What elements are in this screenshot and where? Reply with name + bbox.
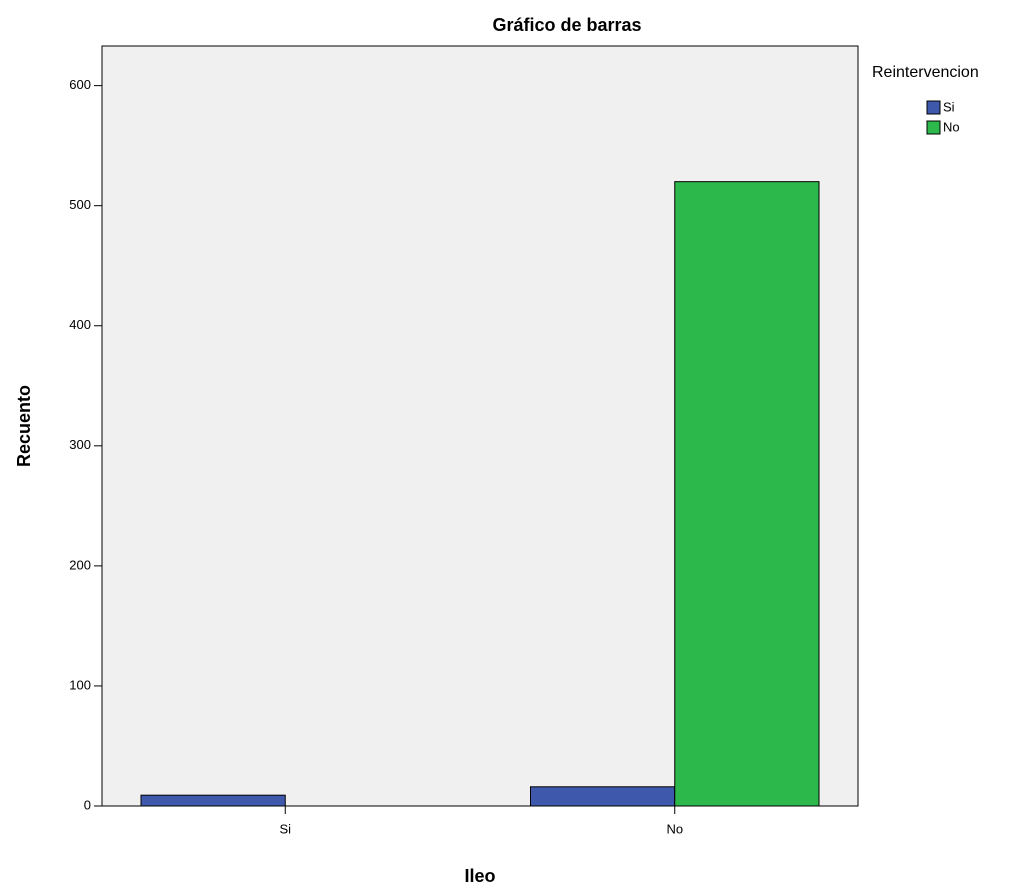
- legend-swatch: [926, 100, 941, 115]
- bar: [140, 794, 286, 807]
- y-tick-label: 500: [69, 197, 91, 212]
- bar: [530, 786, 676, 807]
- y-tick-label: 400: [69, 317, 91, 332]
- x-axis-title: Ileo: [464, 866, 495, 886]
- y-tick-label: 300: [69, 437, 91, 452]
- y-tick-label: 200: [69, 557, 91, 572]
- legend-title: Reintervencion: [872, 64, 979, 81]
- x-tick-label: No: [666, 821, 683, 836]
- chart-title: Gráfico de barras: [492, 15, 641, 35]
- bar: [674, 181, 820, 807]
- legend-label: Si: [943, 99, 955, 114]
- y-axis-title: Recuento: [14, 385, 34, 467]
- y-tick-label: 600: [69, 77, 91, 92]
- y-tick-label: 100: [69, 677, 91, 692]
- x-tick-label: Si: [279, 821, 291, 836]
- legend-swatch: [926, 120, 941, 135]
- legend-label: No: [943, 119, 960, 134]
- y-tick-label: 0: [84, 797, 91, 812]
